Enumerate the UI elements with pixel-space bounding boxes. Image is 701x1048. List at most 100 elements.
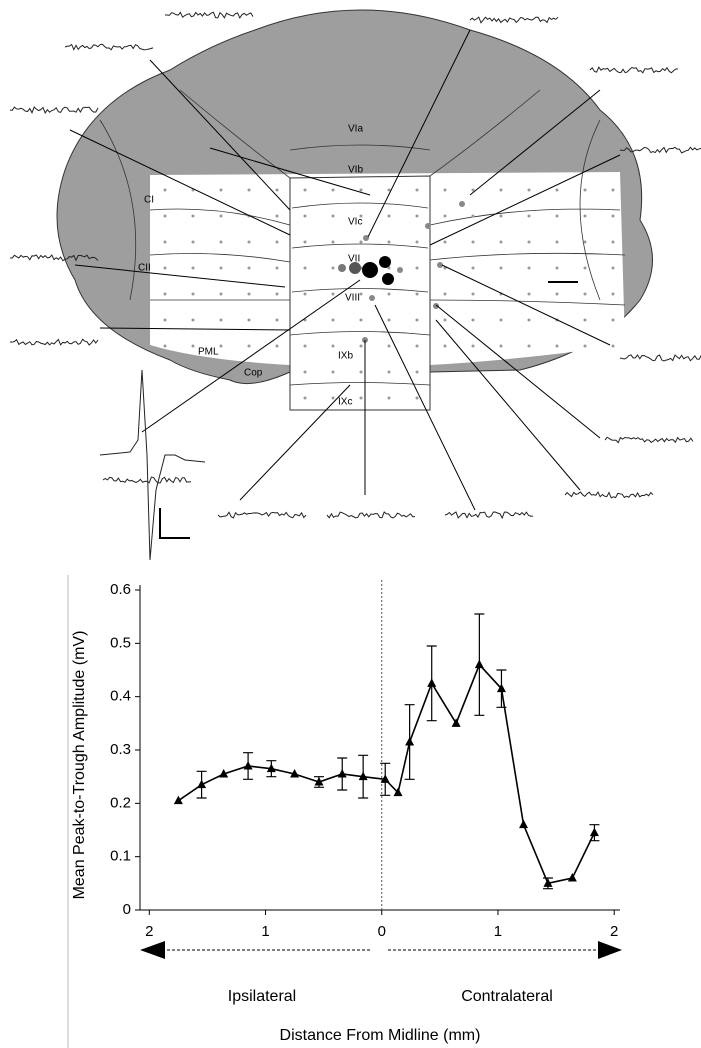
marker [266, 763, 276, 773]
site-dot [331, 344, 335, 348]
marker [173, 795, 183, 805]
x-tick-label: 1 [494, 923, 502, 940]
site-dot [555, 292, 559, 296]
site-dot [331, 188, 335, 192]
marker [197, 779, 207, 789]
site-dot [191, 266, 195, 270]
site-dot [611, 240, 615, 244]
lobule-label: CI [144, 195, 154, 206]
x-tick-label: 2 [145, 923, 153, 940]
site-dot [459, 201, 465, 207]
trace [619, 354, 701, 362]
trace-leader [149, 59, 291, 211]
site-dot [303, 188, 307, 192]
site-dot [163, 188, 167, 192]
site-dot [382, 273, 394, 285]
marker [589, 827, 599, 837]
site-dot [275, 214, 279, 218]
marker [219, 769, 229, 778]
site-dot [359, 292, 363, 296]
site-dot [387, 292, 391, 296]
site-dot [303, 370, 307, 374]
site-dot [415, 318, 419, 322]
y-tick-label: 0.5 [110, 634, 131, 651]
site-dot [338, 264, 346, 272]
recording-traces [9, 11, 701, 561]
y-tick-label: 0.2 [110, 794, 131, 811]
y-tick-label: 0.6 [110, 581, 131, 598]
site-dot [499, 214, 503, 218]
site-dot [303, 344, 307, 348]
site-dot [583, 292, 587, 296]
site-dot [247, 344, 251, 348]
lobule-label: CII [138, 263, 151, 274]
site-dot [499, 318, 503, 322]
annotation: Contralateral [461, 988, 553, 1005]
site-dot [397, 267, 403, 273]
site-dot [247, 292, 251, 296]
site-dot [303, 396, 307, 400]
trace [619, 146, 701, 154]
site-dot [527, 292, 531, 296]
site-dot [303, 292, 307, 296]
marker [358, 771, 368, 781]
trace [326, 511, 416, 519]
site-dot [163, 292, 167, 296]
trace-leader [141, 279, 361, 433]
y-axis-label: Mean Peak-to-Trough Amplitude (mV) [71, 631, 88, 900]
trace [102, 476, 192, 484]
arrow-head [140, 941, 165, 959]
site-dot [247, 318, 251, 322]
site-dot [443, 292, 447, 296]
site-dot [331, 214, 335, 218]
site-dot [415, 396, 419, 400]
lobule-label: VIa [348, 124, 363, 135]
trace [9, 338, 99, 346]
marker [380, 774, 390, 783]
site-dot [527, 266, 531, 270]
site-dot [387, 318, 391, 322]
site-dot [379, 256, 391, 268]
site-dot [415, 370, 419, 374]
lobule-label: VIII [345, 293, 360, 304]
site-dot [387, 344, 391, 348]
site-dot [555, 266, 559, 270]
site-dot [415, 292, 419, 296]
site-dot [387, 396, 391, 400]
site-dot [359, 240, 363, 244]
site-dot [331, 396, 335, 400]
trace-leader [69, 129, 291, 236]
site-dot [471, 266, 475, 270]
site-dot [499, 188, 503, 192]
lobule-label: VIb [348, 165, 363, 176]
trace-leader [435, 319, 581, 491]
site-dot [219, 240, 223, 244]
marker [543, 878, 553, 887]
site-dot [387, 266, 391, 270]
marker [496, 683, 506, 693]
site-dot [583, 240, 587, 244]
site-dot [415, 344, 419, 348]
x-axis-label: Distance From Midline (mm) [280, 1027, 481, 1044]
site-dot [443, 188, 447, 192]
site-dot [359, 318, 363, 322]
site-dot [555, 240, 559, 244]
trace-leader [239, 384, 351, 501]
trace [604, 436, 694, 444]
site-dot [331, 266, 335, 270]
site-dot [415, 188, 419, 192]
site-dot [219, 344, 223, 348]
site-dot [303, 214, 307, 218]
site-dot [219, 188, 223, 192]
y-tick-label: 0.1 [110, 848, 131, 865]
site-dot [303, 266, 307, 270]
line [177, 663, 596, 885]
site-dot [499, 344, 503, 348]
annotation: Ipsilateral [228, 988, 296, 1005]
site-dot [331, 240, 335, 244]
site-dot [415, 214, 419, 218]
trace-scale-bar [159, 508, 190, 539]
y-tick-label: 0.3 [110, 741, 131, 758]
y-tick-label: 0.4 [110, 688, 131, 705]
